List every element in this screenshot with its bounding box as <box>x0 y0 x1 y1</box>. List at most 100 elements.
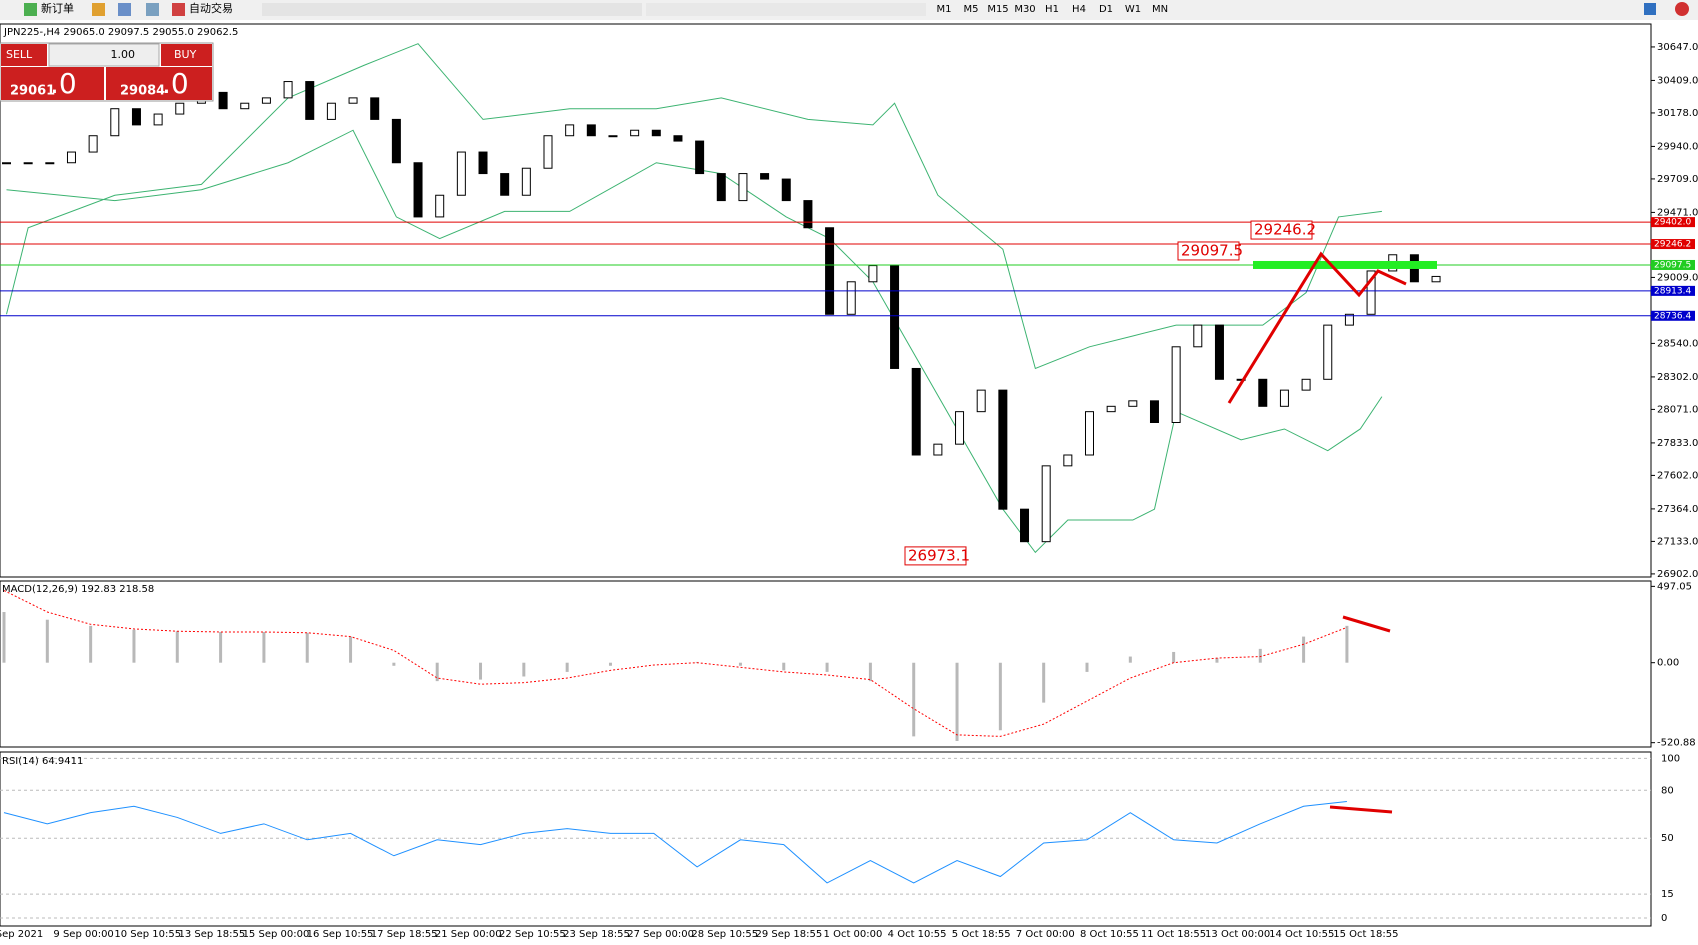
candle <box>1193 324 1203 348</box>
candle <box>1431 275 1441 283</box>
alerts[interactable] <box>1675 2 1689 16</box>
x-tick-label: 27 Sep 00:00 <box>627 929 694 940</box>
icon[interactable] <box>146 3 159 16</box>
ask-box[interactable] <box>106 67 212 100</box>
candle <box>88 135 98 153</box>
timeframe[interactable]: M1 <box>937 4 952 15</box>
candle <box>1041 465 1051 543</box>
x-tick-label: 7 Oct 00:00 <box>1016 929 1075 940</box>
level-tag <box>1651 310 1695 321</box>
bollinger-band <box>6 129 1383 554</box>
x-tick-label: 5 Oct 18:55 <box>952 929 1011 940</box>
timeframe[interactable]: MN <box>1152 4 1168 15</box>
volume-box[interactable] <box>48 43 160 67</box>
support-zone <box>1253 260 1437 269</box>
price-pane <box>0 23 1652 578</box>
candle <box>66 151 76 164</box>
x-tick-label: 14 Oct 10:55 <box>1269 929 1334 940</box>
buy-button[interactable] <box>161 44 212 66</box>
ask: 29084 <box>120 84 165 99</box>
candle <box>760 173 770 180</box>
timeframe[interactable]: M15 <box>987 4 1008 15</box>
auto-trading[interactable]: 自动交易 <box>189 1 233 15</box>
macd-pane <box>0 580 1652 748</box>
search[interactable] <box>1644 3 1656 15</box>
tool-icons[interactable] <box>262 3 642 16</box>
timeframe[interactable]: M5 <box>964 4 979 15</box>
draw-tools[interactable] <box>646 3 926 16</box>
x-tick-label: 10 Sep 10:55 <box>114 929 181 940</box>
candle <box>153 113 163 126</box>
y-tick-label: 15 <box>1661 889 1674 900</box>
sell-button[interactable] <box>1 44 47 66</box>
candle <box>283 81 293 99</box>
signal-line <box>3 590 1348 737</box>
x-tick-label: 15 Sep 00:00 <box>243 929 310 940</box>
new-order[interactable]: 新订单 <box>41 1 74 15</box>
ask-frac: .0 <box>162 67 189 100</box>
candle <box>45 162 55 165</box>
icon[interactable] <box>24 3 37 16</box>
candle <box>261 97 271 104</box>
x-tick-label: 13 Sep 18:55 <box>178 929 245 940</box>
candle <box>565 124 575 137</box>
candle <box>868 265 878 283</box>
candle <box>998 389 1008 510</box>
candle <box>608 135 618 138</box>
candle <box>695 140 705 175</box>
candle <box>1279 389 1289 407</box>
y-tick-label: 50 <box>1661 833 1674 844</box>
y-tick-label: 29009.0 <box>1657 272 1698 283</box>
candle <box>1323 324 1333 380</box>
y-tick-label: 28071.0 <box>1657 404 1698 415</box>
rsi-line <box>3 800 1347 884</box>
timeframe[interactable]: M30 <box>1014 4 1035 15</box>
buy[interactable]: BUY <box>174 48 197 61</box>
candle <box>825 227 835 315</box>
y-tick-label: 30409.0 <box>1657 75 1698 86</box>
candle <box>976 389 986 413</box>
candle <box>456 151 466 196</box>
level-tag <box>1651 239 1695 250</box>
candle <box>175 102 185 115</box>
sell[interactable]: SELL <box>6 48 33 61</box>
annotation-box <box>1250 220 1313 240</box>
pane-title: MACD(12,26,9) 192.83 218.58 <box>2 584 154 595</box>
bid-box[interactable] <box>1 67 104 100</box>
arrows <box>1227 251 1407 814</box>
candle <box>1236 378 1246 381</box>
icon[interactable] <box>92 3 105 16</box>
x-tick-label: 1 Oct 00:00 <box>824 929 883 940</box>
annotation: 26973.1 <box>908 546 970 564</box>
level-label: 28736.4 <box>1654 311 1691 321</box>
candle <box>1063 454 1073 467</box>
icon[interactable] <box>172 3 185 16</box>
candle <box>1106 405 1116 413</box>
timeframe[interactable]: H4 <box>1072 4 1086 15</box>
x-tick-label: 28 Sep 10:55 <box>691 929 758 940</box>
x-tick-label: 22 Sep 10:55 <box>499 929 566 940</box>
candle <box>240 102 250 110</box>
candle <box>435 194 445 218</box>
timeframe[interactable]: W1 <box>1125 4 1141 15</box>
macd-arrow <box>1342 615 1391 633</box>
candle <box>955 411 965 445</box>
bid-frac: .0 <box>50 67 77 100</box>
pane-title: RSI(14) 64.9411 <box>2 756 83 767</box>
level-tag <box>1651 285 1695 296</box>
icon[interactable] <box>118 3 131 16</box>
level-tag <box>1651 217 1695 228</box>
volume[interactable]: 1.00 <box>111 48 136 61</box>
timeframe[interactable]: D1 <box>1099 4 1113 15</box>
candle <box>1020 508 1030 543</box>
candle <box>1258 378 1268 407</box>
annotation: 29246.2 <box>1254 221 1316 239</box>
candle <box>1366 270 1376 315</box>
y-tick-label: 27364.0 <box>1657 504 1698 515</box>
y-tick-label: 29709.0 <box>1657 174 1698 185</box>
timeframe[interactable]: H1 <box>1045 4 1059 15</box>
rsi-pane <box>0 751 1652 927</box>
level-label: 29097.5 <box>1654 260 1691 270</box>
